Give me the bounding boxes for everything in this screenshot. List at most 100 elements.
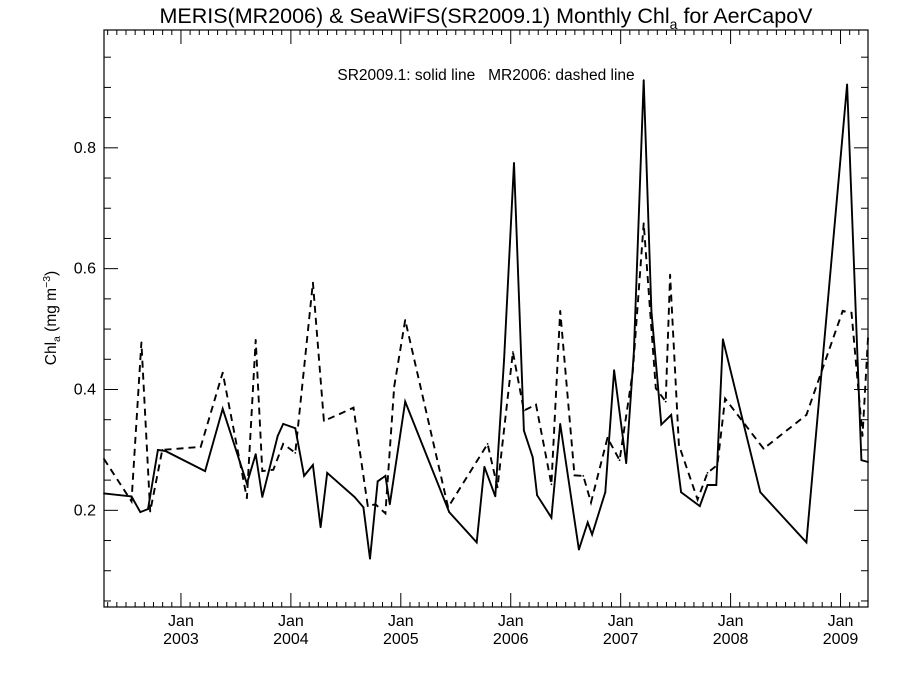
x-tick-month-label: Jan <box>718 613 744 630</box>
data-point-mr2006 <box>867 337 869 339</box>
data-point-mr2006 <box>762 447 765 450</box>
data-point-mr2006 <box>861 435 864 437</box>
data-point-sr2009-1 <box>715 484 718 486</box>
data-point-mr2006 <box>805 414 808 416</box>
chart-title-subscript: a <box>670 16 678 32</box>
data-point-mr2006 <box>312 281 314 284</box>
data-point-sr2009-1 <box>326 472 329 474</box>
x-tick-year-label: 2004 <box>273 631 309 648</box>
data-point-sr2009-1 <box>513 162 515 164</box>
data-point-sr2009-1 <box>261 496 264 498</box>
data-point-sr2009-1 <box>633 350 635 353</box>
y-tick-label: 0.6 <box>74 261 96 278</box>
data-point-sr2009-1 <box>157 449 159 451</box>
data-point-sr2009-1 <box>139 511 142 513</box>
data-point-mr2006 <box>221 371 224 374</box>
plot-frame <box>103 29 869 608</box>
data-point-mr2006 <box>272 468 275 471</box>
data-point-sr2009-1 <box>475 541 478 544</box>
data-point-mr2006 <box>664 400 667 403</box>
data-point-mr2006 <box>841 310 844 312</box>
data-point-mr2006 <box>678 444 680 446</box>
y-tick-label: 0.8 <box>74 140 96 157</box>
data-point-sr2009-1 <box>503 358 505 361</box>
data-point-mr2006 <box>669 273 671 276</box>
data-point-sr2009-1 <box>867 461 869 463</box>
data-point-mr2006 <box>724 397 726 400</box>
data-point-mr2006 <box>366 505 369 507</box>
data-point-sr2009-1 <box>613 369 615 372</box>
data-point-mr2006 <box>323 420 325 422</box>
y-axis-label-main: Chl <box>43 342 60 365</box>
x-tick-month-label: Jan <box>168 613 194 630</box>
data-point-sr2009-1 <box>312 464 314 466</box>
data-point-mr2006 <box>512 351 514 353</box>
data-point-mr2006 <box>393 385 396 388</box>
x-tick-month-label: Jan <box>608 613 634 630</box>
x-tick-year-label: 2005 <box>383 631 419 648</box>
data-point-sr2009-1 <box>604 491 607 494</box>
data-point-mr2006 <box>590 501 592 504</box>
x-tick-month-label: Jan <box>388 613 414 630</box>
data-point-mr2006 <box>384 512 387 515</box>
data-point-sr2009-1 <box>494 495 497 498</box>
data-point-sr2009-1 <box>353 496 356 498</box>
data-point-sr2009-1 <box>221 407 224 410</box>
data-point-sr2009-1 <box>846 83 848 86</box>
y-axis-label-close: ) <box>43 271 60 276</box>
data-point-sr2009-1 <box>276 435 279 437</box>
data-point-mr2006 <box>161 449 164 451</box>
data-point-sr2009-1 <box>759 491 762 494</box>
data-point-sr2009-1 <box>591 533 593 536</box>
data-point-sr2009-1 <box>254 453 257 455</box>
data-point-mr2006 <box>339 412 342 415</box>
data-point-mr2006 <box>149 510 152 513</box>
data-point-sr2009-1 <box>706 484 709 486</box>
chart-title-suffix: for AerCapoV <box>677 4 813 28</box>
axes: 0.20.40.60.8Jan2003Jan2004Jan2005Jan2006… <box>74 30 869 648</box>
data-point-sr2009-1 <box>586 521 589 524</box>
data-point-sr2009-1 <box>388 503 391 506</box>
data-point-mr2006 <box>706 472 709 474</box>
data-point-mr2006 <box>642 222 645 225</box>
data-point-sr2009-1 <box>404 400 407 403</box>
data-point-sr2009-1 <box>860 459 863 462</box>
data-point-sr2009-1 <box>282 423 285 425</box>
data-point-sr2009-1 <box>103 492 105 495</box>
data-point-mr2006 <box>246 497 248 500</box>
chart-title-main: MERIS(MR2006) & SeaWiFS(SR2009.1) Monthl… <box>159 4 669 28</box>
data-point-sr2009-1 <box>642 79 645 81</box>
data-point-mr2006 <box>716 464 719 466</box>
data-point-sr2009-1 <box>805 541 808 544</box>
x-tick-year-label: 2006 <box>493 631 529 648</box>
data-point-mr2006 <box>654 387 657 390</box>
data-point-sr2009-1 <box>303 475 305 477</box>
data-point-sr2009-1 <box>578 548 580 551</box>
data-point-mr2006 <box>261 470 264 472</box>
y-tick-label: 0.4 <box>74 381 96 398</box>
data-point-mr2006 <box>352 406 355 409</box>
y-axis-label-subscript: a <box>51 336 63 342</box>
y-axis-label-superscript: −3 <box>41 276 53 288</box>
data-point-sr2009-1 <box>362 506 365 509</box>
data-point-sr2009-1 <box>448 511 451 513</box>
data-point-sr2009-1 <box>559 423 562 425</box>
data-point-mr2006 <box>523 409 525 412</box>
data-point-mr2006 <box>696 498 699 501</box>
data-point-sr2009-1 <box>384 475 387 477</box>
data-point-mr2006 <box>535 403 537 406</box>
x-tick-year-label: 2003 <box>163 631 199 648</box>
data-point-mr2006 <box>254 339 257 341</box>
y-tick-label: 0.2 <box>74 502 96 519</box>
data-point-mr2006 <box>374 503 377 506</box>
data-point-sr2009-1 <box>650 310 653 312</box>
x-tick-year-label: 2009 <box>823 631 859 648</box>
data-point-sr2009-1 <box>670 414 673 416</box>
data-point-mr2006 <box>103 458 105 460</box>
data-point-mr2006 <box>199 446 202 448</box>
data-point-sr2009-1 <box>625 462 628 465</box>
data-point-mr2006 <box>850 311 853 314</box>
data-point-mr2006 <box>550 483 553 486</box>
data-point-sr2009-1 <box>722 338 724 341</box>
x-tick-month-label: Jan <box>828 613 854 630</box>
